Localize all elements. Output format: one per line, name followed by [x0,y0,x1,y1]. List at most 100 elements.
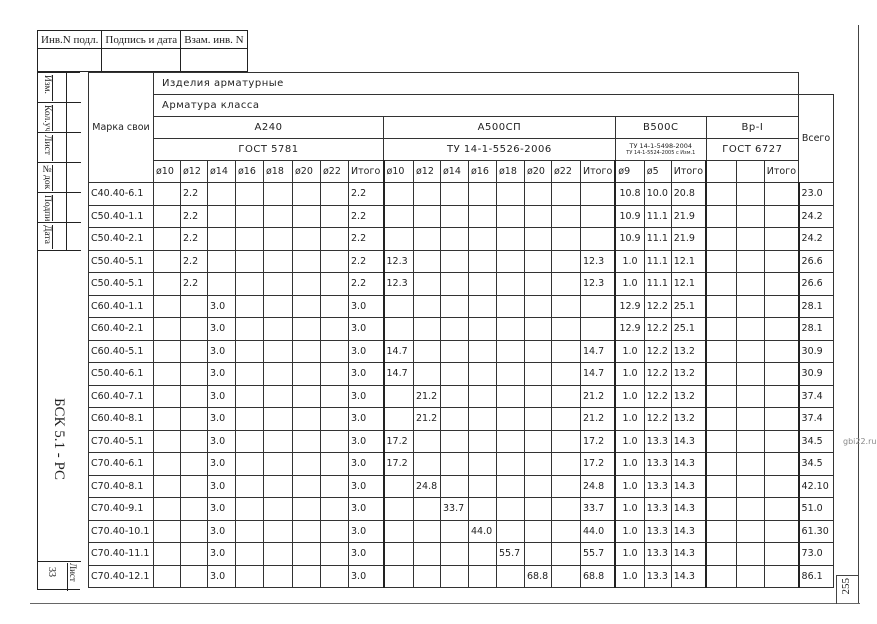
vr-value-cell [763,497,800,521]
table-row: C70.40-8.1 3.0 3.0 24.8 24.8 1.0 13.3 14.3 42.10 [88,474,835,498]
a500-value-cell [382,294,414,318]
b500-value-cell: 13.3 [643,564,672,588]
a240-value-cell [320,294,349,318]
mark-cell: C60.40-2.1 [88,317,154,341]
a500-value-cell [524,497,552,521]
a240-col-header: ø20 [292,160,321,183]
a240-value-cell [180,542,208,566]
table-row: C70.40-6.1 3.0 3.0 17.2 17.2 1.0 13.3 14.3 34.5 [88,452,835,476]
a500-value-cell [524,249,552,273]
b500-value-cell: 14.3 [670,429,707,453]
a500-value-cell [551,407,581,431]
vr-value-cell [763,452,800,476]
a500-value-cell [413,249,441,273]
b500-value-cell: 12.9 [614,294,645,318]
table-row: C50.40-5.1 2.2 2.2 12.3 12.3 1.0 11.1 12.1 26.6 [88,272,835,296]
vr-value-cell [735,384,765,408]
vr-value-cell [705,294,737,318]
a500-value-cell [440,384,469,408]
a240-value-cell [153,204,181,228]
a500-value-cell [551,339,581,363]
a240-value-cell [153,497,181,521]
a240-value-cell [207,227,236,251]
a240-value-cell [263,542,293,566]
vr-value-cell [735,182,765,206]
a240-value-cell [263,362,293,386]
a240-value-cell [153,452,181,476]
a240-value-cell [292,497,321,521]
a500-value-cell: 12.3 [580,272,616,296]
vr-value-cell [763,542,800,566]
a240-value-cell [292,272,321,296]
a500-value-cell [496,429,525,453]
table-row: C70.40-10.1 3.0 3.0 44.0 44.0 1.0 13.3 14.3 61.3… [88,519,835,543]
vzam-label: Взам. инв. N [180,30,248,49]
vr-value-cell [705,497,737,521]
a500-value-cell [382,204,414,228]
a240-value-cell [153,249,181,273]
b500-value-cell: 12.2 [643,294,672,318]
a500-value-cell [524,227,552,251]
frame-right-border [858,25,859,603]
b500-value-cell: 13.2 [670,384,707,408]
a240-value-cell: 3.0 [348,452,384,476]
a500-value-cell [496,474,525,498]
a240-value-cell [263,429,293,453]
a240-value-cell: 3.0 [348,429,384,453]
a500-value-cell [413,182,441,206]
vr-value-cell [763,519,800,543]
a240-value-cell [320,452,349,476]
a500-value-cell: 14.7 [382,362,414,386]
a500-value-cell [440,564,469,588]
a240-value-cell [320,317,349,341]
a240-col-header: ø16 [235,160,264,183]
total-cell: 28.1 [797,317,835,341]
table-row: C70.40-9.1 3.0 3.0 33.7 33.7 1.0 13.3 14.3 51.0 [88,497,835,521]
vr-col-header: Итого [763,160,800,183]
b500-value-cell: 13.2 [670,339,707,363]
vr-value-cell [763,227,800,251]
vr-value-cell [763,474,800,498]
a500-col-header: Итого [580,160,616,183]
mark-cell: C60.40-8.1 [88,407,154,431]
a240-value-cell [320,384,349,408]
a240-value-cell [263,497,293,521]
a240-value-cell [153,519,181,543]
a240-value-cell: 3.0 [348,519,384,543]
vr-value-cell [735,294,765,318]
a500-value-cell [524,452,552,476]
a500-value-cell: 21.2 [580,384,616,408]
b500-value-cell: 11.1 [643,227,672,251]
b500-value-cell: 12.1 [670,249,707,273]
a240-value-cell [292,407,321,431]
a240-value-cell [320,204,349,228]
a240-value-cell: 3.0 [207,294,236,318]
a240-value-cell [180,407,208,431]
a500-value-cell [496,519,525,543]
a500-value-cell [580,294,616,318]
a240-col-header: ø10 [153,160,181,183]
b500-value-cell: 21.9 [670,227,707,251]
a240-header: А240 [153,116,384,139]
a240-value-cell [320,429,349,453]
total-cell: 73.0 [797,542,835,566]
a240-value-cell [153,407,181,431]
total-cell: 34.5 [797,452,835,476]
vr-value-cell [763,564,800,588]
a240-value-cell: 3.0 [207,474,236,498]
sheet-label: Лист [67,563,78,591]
a500-value-cell [468,542,497,566]
vr-value-cell [705,429,737,453]
a500-value-cell [440,474,469,498]
a240-value-cell [292,249,321,273]
a500-value-cell [524,272,552,296]
a500-value-cell [551,519,581,543]
total-cell: 34.5 [797,429,835,453]
approval-stamp: Инв.N подл. Подпись и дата Взам. инв. N [36,30,248,72]
a500-value-cell [551,317,581,341]
a500-value-cell: 68.8 [524,564,552,588]
title-products: Изделия арматурные [152,72,800,95]
strip-label: №док [39,165,53,191]
a500-value-cell [496,564,525,588]
table-row: C50.40-1.1 2.2 2.2 10.9 11.1 21.9 24.2 [88,204,835,228]
